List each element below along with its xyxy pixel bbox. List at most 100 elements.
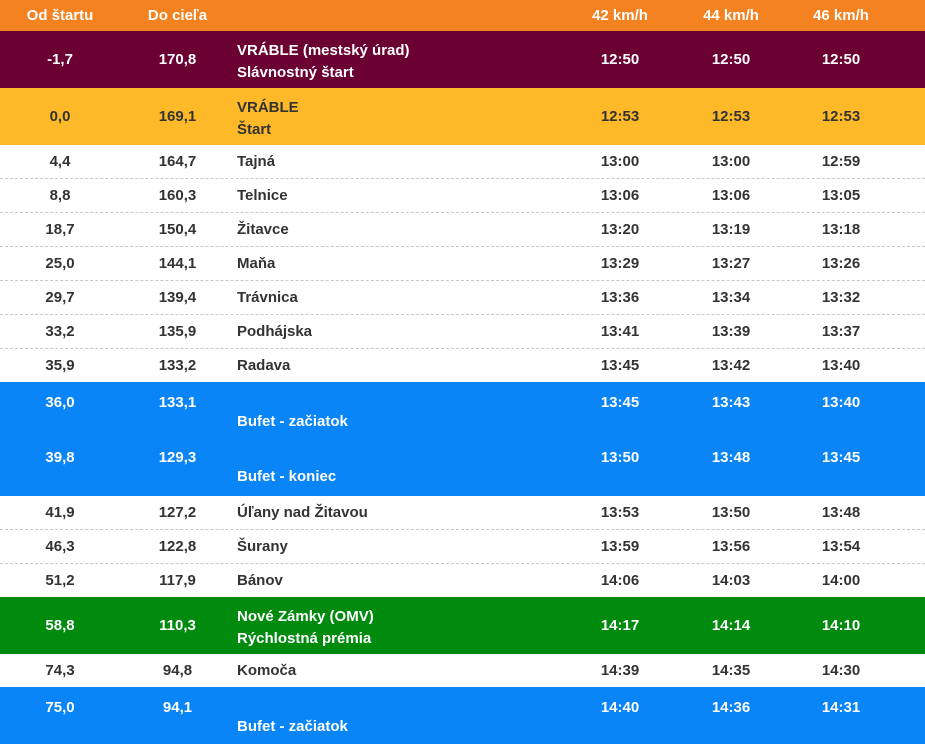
- time-44-cell: 14:35: [711, 662, 751, 679]
- time-46-cell: 13:37: [821, 323, 861, 340]
- time-42-cell: 13:59: [600, 538, 640, 555]
- time-42-cell: 14:39: [600, 662, 640, 679]
- location-cell: Maňa: [237, 247, 275, 280]
- time-44-cell: 14:36: [711, 699, 751, 716]
- to-finish-cell: 170,8: [158, 51, 197, 68]
- to-finish-cell: 117,9: [159, 572, 196, 589]
- location-name: VRÁBLE: [237, 99, 299, 116]
- location-note: Rýchlostná prémia: [237, 630, 372, 647]
- location-name: Maňa: [237, 255, 276, 272]
- from-start-cell: 51,2: [45, 572, 75, 589]
- table-row: 75,0 94,1 14:40 14:36 14:31 Bufet - začiatok: [0, 687, 925, 744]
- time-46-cell: 12:53: [821, 108, 861, 125]
- time-42-cell: 13:50: [600, 449, 640, 466]
- table-row: -1,7 170,8 12:50 12:50 12:50 VRÁBLE (mestský …: [0, 31, 925, 88]
- location-name: VRÁBLE (mestský úrad): [237, 42, 410, 59]
- location-name: Komoča: [237, 662, 297, 679]
- time-46-cell: 13:48: [821, 504, 861, 521]
- table-row: 39,8 129,3 13:50 13:48 13:45 Bufet - koniec: [0, 439, 925, 496]
- time-44-cell: 13:00: [711, 153, 751, 170]
- time-42-cell: 14:17: [600, 617, 640, 634]
- time-44-cell: 13:50: [711, 504, 751, 521]
- location-name: Tajná: [237, 153, 276, 170]
- location-note: Štart: [237, 121, 272, 138]
- time-46-cell: 13:18: [821, 221, 861, 238]
- location-cell: Bufet - začiatok: [237, 411, 348, 433]
- time-46-cell: 12:59: [821, 153, 861, 170]
- table-row: 29,7 139,4 13:36 13:34 13:32 Trávnica: [0, 281, 925, 315]
- time-44-cell: 13:06: [711, 187, 751, 204]
- from-start-cell: 58,8: [45, 617, 75, 634]
- from-start-cell: 8,8: [49, 187, 71, 204]
- time-46-cell: 14:10: [821, 617, 861, 634]
- from-start-cell: 0,0: [49, 108, 71, 125]
- table-row: 51,2 117,9 14:06 14:03 14:00 Bánov: [0, 564, 925, 597]
- time-44-cell: 14:14: [711, 617, 751, 634]
- time-42-cell: 13:20: [600, 221, 640, 238]
- time-44-cell: 13:19: [711, 221, 751, 238]
- from-start-cell: -1,7: [47, 51, 73, 68]
- header-speed-46: 46 km/h: [813, 7, 869, 24]
- location-cell: Bánov: [237, 564, 283, 597]
- from-start-cell: 74,3: [45, 662, 75, 679]
- location-name: Bufet - začiatok: [237, 718, 348, 735]
- location-name: Telnice: [237, 187, 288, 204]
- table-row: 41,9 127,2 13:53 13:50 13:48 Úľany nad Žitavo…: [0, 496, 925, 530]
- to-finish-cell: 133,2: [158, 357, 197, 374]
- table-row: 25,0 144,1 13:29 13:27 13:26 Maňa: [0, 247, 925, 281]
- table-row: 74,3 94,8 14:39 14:35 14:30 Komoča: [0, 654, 925, 687]
- location-name: Šurany: [237, 538, 288, 555]
- time-44-cell: 13:42: [711, 357, 751, 374]
- to-finish-cell: 160,3: [158, 187, 197, 204]
- time-42-cell: 13:06: [600, 187, 640, 204]
- from-start-cell: 39,8: [45, 449, 75, 466]
- header-to-finish: Do cieľa: [147, 7, 208, 24]
- to-finish-cell: 94,8: [162, 662, 193, 679]
- location-name: Nové Zámky (OMV): [237, 608, 374, 625]
- from-start-cell: 33,2: [45, 323, 75, 340]
- time-44-cell: 13:27: [711, 255, 751, 272]
- from-start-cell: 18,7: [45, 221, 75, 238]
- time-46-cell: 13:40: [821, 394, 861, 411]
- to-finish-cell: 144,1: [158, 255, 197, 272]
- location-cell: Bufet - koniec: [237, 466, 336, 488]
- location-cell: Komoča: [237, 654, 296, 687]
- table-row: 35,9 133,2 13:45 13:42 13:40 Radava: [0, 349, 925, 382]
- location-cell: Trávnica: [237, 281, 298, 314]
- header-from-start: Od štartu: [26, 7, 94, 24]
- location-name: Bufet - začiatok: [237, 413, 348, 430]
- time-46-cell: 14:30: [821, 662, 861, 679]
- time-44-cell: 12:50: [711, 51, 751, 68]
- time-42-cell: 14:06: [600, 572, 640, 589]
- location-name: Bufet - koniec: [237, 468, 337, 485]
- location-cell: Šurany: [237, 530, 288, 563]
- location-cell: Tajná: [237, 145, 275, 178]
- time-46-cell: 13:05: [821, 187, 861, 204]
- from-start-cell: 36,0: [45, 394, 75, 411]
- table-row: 0,0 169,1 12:53 12:53 12:53 VRÁBLE Štart: [0, 88, 925, 145]
- header-speed-42: 42 km/h: [592, 7, 648, 24]
- location-note: Slávnostný štart: [237, 64, 354, 81]
- table-header: Od štartu Do cieľa 42 km/h 44 km/h 46 km…: [0, 0, 925, 31]
- time-44-cell: 13:34: [711, 289, 751, 306]
- table-row: 4,4 164,7 13:00 13:00 12:59 Tajná: [0, 145, 925, 179]
- location-name: Úľany nad Žitavou: [237, 504, 368, 521]
- time-44-cell: 13:39: [711, 323, 751, 340]
- from-start-cell: 25,0: [45, 255, 75, 272]
- time-42-cell: 14:40: [600, 699, 640, 716]
- time-46-cell: 14:00: [821, 572, 861, 589]
- from-start-cell: 4,4: [49, 153, 71, 170]
- to-finish-cell: 129,3: [158, 449, 197, 466]
- time-46-cell: 13:32: [821, 289, 861, 306]
- schedule-table: -1,7 170,8 12:50 12:50 12:50 VRÁBLE (mestský …: [0, 31, 925, 744]
- table-row: 8,8 160,3 13:06 13:06 13:05 Telnice: [0, 179, 925, 213]
- location-name: Bánov: [237, 572, 283, 589]
- time-42-cell: 13:41: [600, 323, 640, 340]
- time-46-cell: 14:31: [821, 699, 861, 716]
- time-44-cell: 12:53: [711, 108, 751, 125]
- time-46-cell: 12:50: [821, 51, 861, 68]
- to-finish-cell: 122,8: [158, 538, 197, 555]
- time-46-cell: 13:54: [821, 538, 861, 555]
- time-42-cell: 13:36: [600, 289, 640, 306]
- table-row: 46,3 122,8 13:59 13:56 13:54 Šurany: [0, 530, 925, 564]
